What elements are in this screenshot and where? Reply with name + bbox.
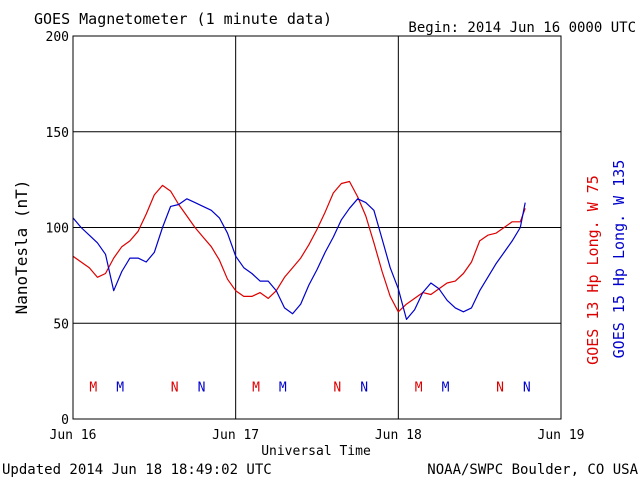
- marker-m: M: [89, 380, 97, 395]
- x-axis-label: Universal Time: [261, 444, 371, 459]
- marker-m: M: [415, 380, 423, 395]
- marker-n: N: [523, 380, 531, 395]
- marker-m: M: [279, 380, 287, 395]
- marker-m: M: [116, 380, 124, 395]
- series-lines: [72, 180, 526, 320]
- x-tick-label: Jun 19: [538, 428, 585, 443]
- marker-n: N: [333, 380, 341, 395]
- x-tick-label: Jun 18: [375, 428, 422, 443]
- y-tick-label: 50: [53, 317, 69, 332]
- series-line-goes15: [72, 198, 526, 320]
- x-tick-label: Jun 16: [50, 428, 97, 443]
- y-tick-label: 150: [46, 126, 69, 141]
- y-axis-label: NanoTesla (nT): [12, 180, 31, 315]
- marker-m: M: [252, 380, 260, 395]
- data-source: NOAA/SWPC Boulder, CO USA: [427, 462, 638, 478]
- marker-n: N: [360, 380, 368, 395]
- y-tick-label: 0: [61, 413, 69, 428]
- marker-m: M: [442, 380, 450, 395]
- grid-lines: [73, 36, 561, 419]
- y-tick-labels: 0 50 100 150 200: [46, 30, 69, 428]
- marker-n: N: [496, 380, 504, 395]
- legend-goes15: GOES 15 Hp Long. W 135: [610, 160, 628, 359]
- series-line-goes13: [72, 180, 526, 313]
- legend-goes13: GOES 13 Hp Long. W 75: [584, 175, 602, 365]
- plot-frame: [72, 35, 562, 420]
- marker-n: N: [198, 380, 206, 395]
- y-tick-label: 100: [46, 222, 69, 237]
- begin-time: Begin: 2014 Jun 16 0000 UTC: [408, 20, 636, 36]
- y-tick-label: 200: [46, 30, 69, 45]
- chart-title: GOES Magnetometer (1 minute data): [34, 10, 332, 28]
- x-tick-labels: Jun 16 Jun 17 Jun 18 Jun 19: [50, 428, 585, 443]
- updated-timestamp: Updated 2014 Jun 18 18:49:02 UTC: [2, 462, 272, 478]
- x-tick-label: Jun 17: [212, 428, 259, 443]
- marker-n: N: [171, 380, 179, 395]
